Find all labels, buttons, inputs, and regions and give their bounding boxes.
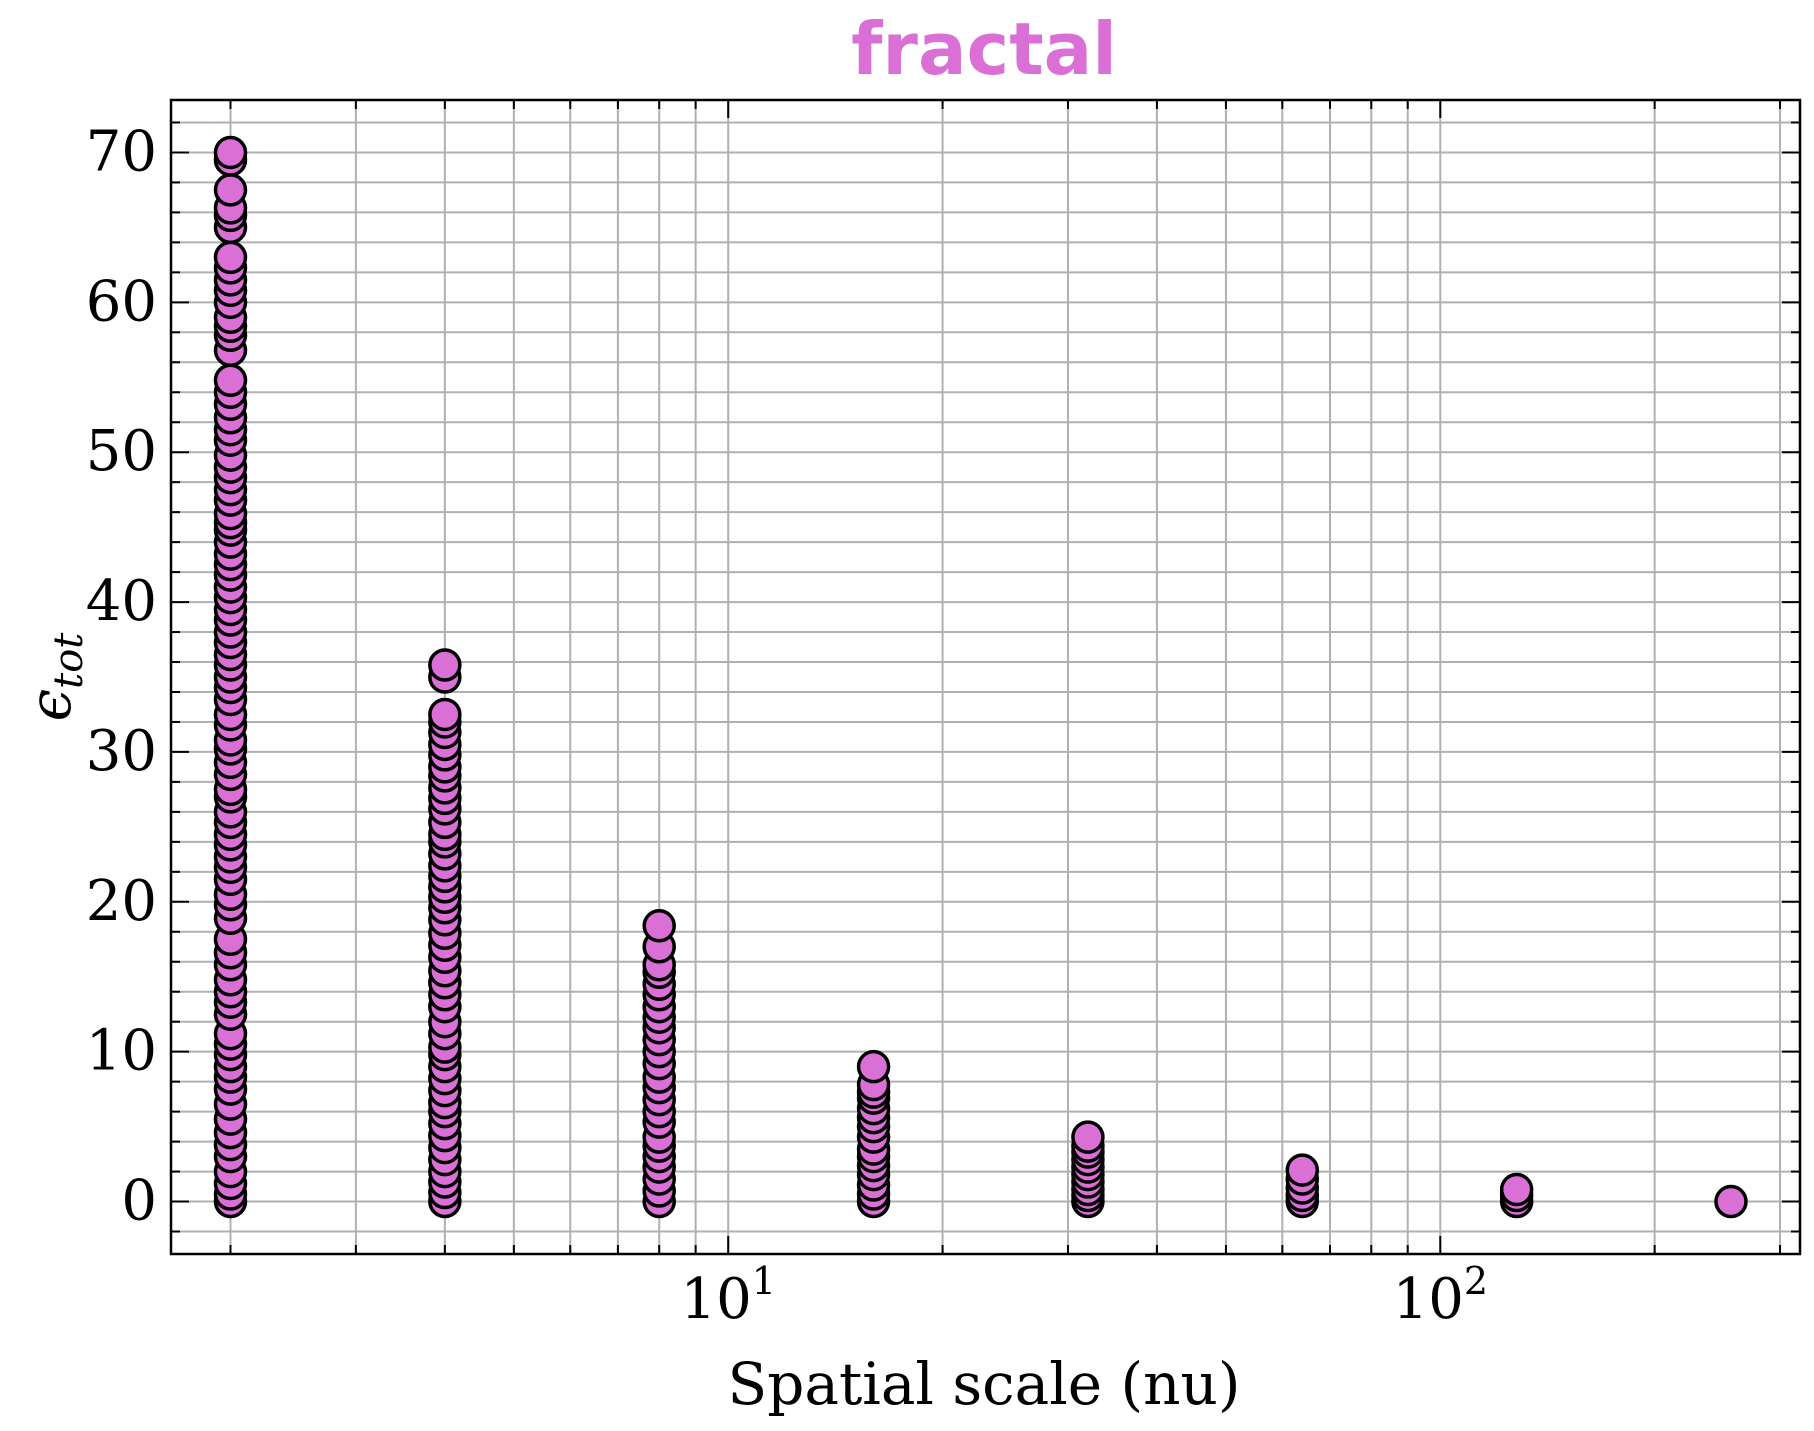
- y-tick-label: 60: [86, 269, 157, 334]
- data-point: [428, 697, 462, 732]
- y-axis-label-subscript: tot: [46, 632, 92, 689]
- y-tick-label: 0: [121, 1169, 157, 1234]
- y-tick-labels: 0 10 20 30 40 50 60 70: [86, 119, 157, 1233]
- data-point: [642, 909, 676, 943]
- data-point: [1714, 1184, 1748, 1219]
- chart-title: fractal: [851, 7, 1117, 91]
- y-tick-label: 40: [86, 569, 157, 634]
- data-point: [428, 648, 462, 682]
- data-point: [1071, 1120, 1105, 1154]
- data-point: [856, 1049, 891, 1084]
- data-point: [213, 173, 248, 207]
- axis-ticks: [171, 100, 1800, 1254]
- x-tick-label-base: 10: [1393, 1267, 1464, 1332]
- data-point: [1499, 1172, 1534, 1207]
- data-point: [213, 240, 248, 275]
- y-axis-label: ϵtot: [16, 632, 92, 722]
- y-tick-label: 30: [86, 719, 157, 784]
- x-tick-label: 101: [680, 1259, 775, 1332]
- x-tick-label: 102: [1393, 1259, 1488, 1332]
- data-points: [213, 135, 1748, 1219]
- data-point: [1285, 1153, 1320, 1187]
- y-axis-label-symbol: ϵ: [16, 689, 84, 721]
- data-point: [213, 135, 248, 170]
- plot-frame: [169, 98, 1802, 1256]
- y-tick-label: 10: [86, 1019, 157, 1084]
- grid-lines: [171, 100, 1800, 1254]
- data-point: [213, 363, 248, 398]
- x-tick-label-exponent: 2: [1464, 1259, 1488, 1303]
- y-tick-label: 20: [86, 869, 157, 934]
- x-tick-labels: 101 102: [680, 1259, 1488, 1332]
- x-axis-label: Spatial scale (nu): [728, 1350, 1241, 1418]
- x-tick-label-base: 10: [680, 1267, 751, 1332]
- y-tick-label: 70: [86, 119, 157, 184]
- x-tick-label-exponent: 1: [752, 1259, 776, 1303]
- y-tick-label: 50: [86, 419, 157, 484]
